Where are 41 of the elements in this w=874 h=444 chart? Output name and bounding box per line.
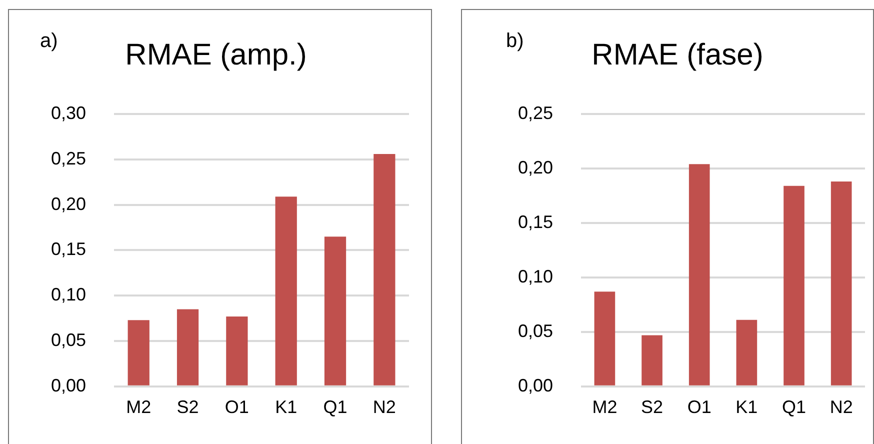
bar xyxy=(324,236,346,386)
x-tick-label: O1 xyxy=(224,397,249,418)
x-tick-label: K1 xyxy=(275,397,298,418)
bar xyxy=(784,186,804,386)
text: a) xyxy=(40,30,58,53)
bar xyxy=(642,335,662,386)
x-tick-label: S2 xyxy=(641,397,664,418)
bar xyxy=(830,182,852,386)
x-tick-label: O1 xyxy=(687,397,712,418)
y-tick-label: 0,05 xyxy=(50,330,86,350)
x-tick-label: K1 xyxy=(736,397,758,418)
bar xyxy=(128,320,150,386)
x-tick-label: M2 xyxy=(592,397,618,418)
y-tick-label: 0,15 xyxy=(50,239,86,260)
y-tick-label: 0,25 xyxy=(50,148,86,168)
chart-title: RMAE (fase) xyxy=(592,38,764,72)
bar xyxy=(176,309,199,386)
y-tick-label: 0,00 xyxy=(50,375,86,396)
y-tick-label: 0,05 xyxy=(518,320,554,341)
y-tick-label: 0,20 xyxy=(518,157,554,178)
bar xyxy=(594,292,616,386)
x-tick-label: N2 xyxy=(372,397,396,418)
bar xyxy=(736,320,758,386)
y-tick-label: 0,10 xyxy=(50,284,86,305)
x-tick-label: Q1 xyxy=(782,397,806,418)
bar xyxy=(374,154,396,386)
y-tick-label: 0,15 xyxy=(518,212,554,232)
x-tick-label: S2 xyxy=(176,397,199,418)
y-tick-label: 0,00 xyxy=(518,375,554,396)
x-tick-label: Q1 xyxy=(323,397,348,418)
y-tick-label: 0,25 xyxy=(518,102,554,123)
bar xyxy=(275,196,297,386)
text: b) xyxy=(506,30,524,53)
bar xyxy=(688,164,710,386)
x-tick-label: M2 xyxy=(126,397,152,418)
y-tick-label: 0,30 xyxy=(50,102,86,123)
chart-title: RMAE (amp.) xyxy=(125,38,307,72)
x-tick-label: N2 xyxy=(830,397,853,418)
y-tick-label: 0,20 xyxy=(50,194,86,214)
bar xyxy=(226,316,248,386)
y-tick-label: 0,10 xyxy=(518,266,554,286)
